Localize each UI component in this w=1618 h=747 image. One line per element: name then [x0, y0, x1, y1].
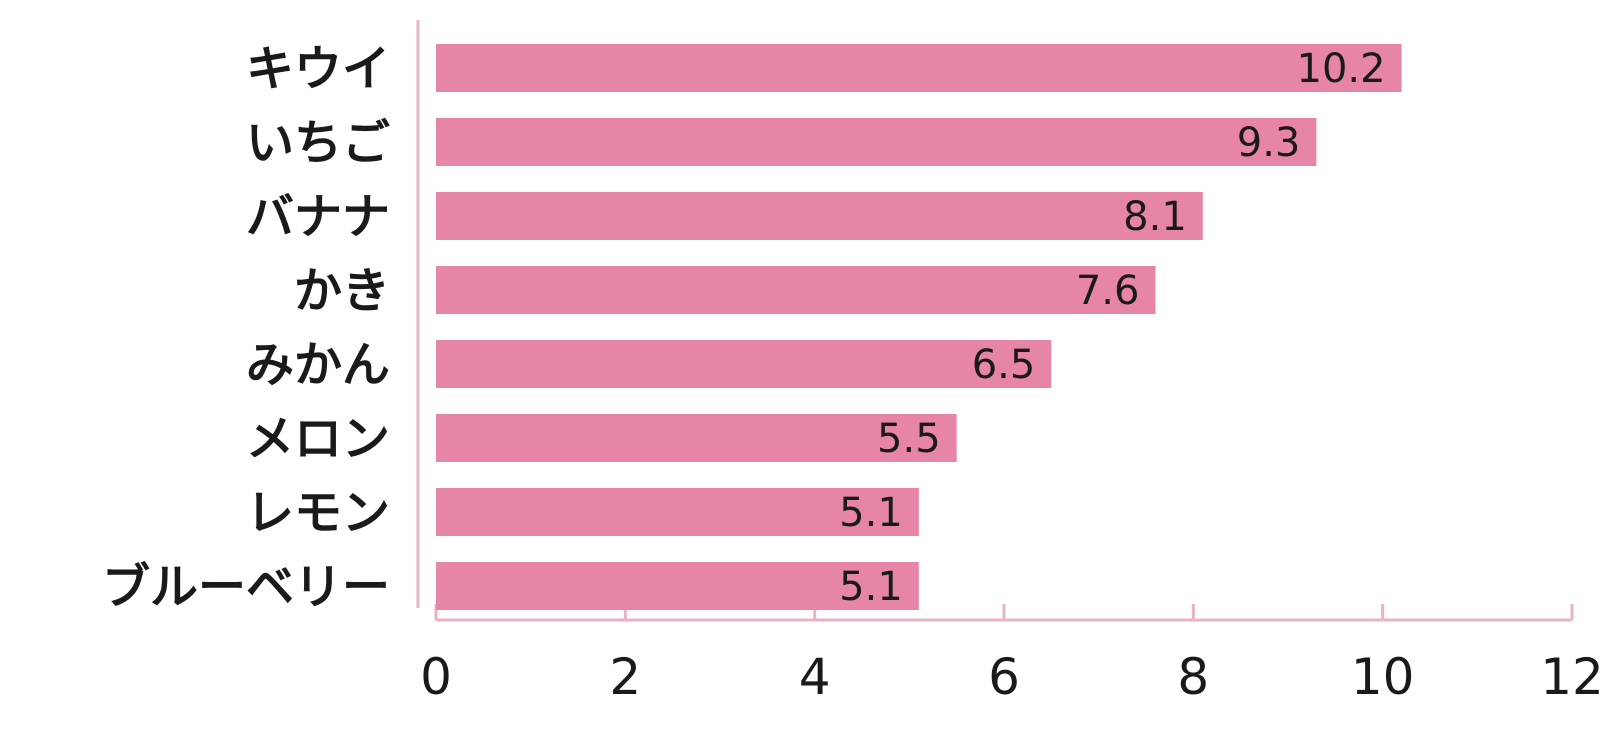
value-label-7: 5.1 — [839, 564, 903, 610]
value-label-5: 5.5 — [877, 416, 941, 462]
category-label-7: ブルーベリー — [102, 559, 390, 615]
bar-2 — [436, 192, 1203, 240]
category-label-1: いちご — [246, 115, 390, 171]
value-label-2: 8.1 — [1123, 194, 1187, 240]
bar-6 — [436, 488, 919, 536]
x-tick-label-4: 8 — [1177, 648, 1209, 706]
x-tick-label-3: 6 — [988, 648, 1020, 706]
bar-0 — [436, 44, 1402, 92]
value-label-3: 7.6 — [1076, 268, 1140, 314]
x-tick-label-0: 0 — [420, 648, 452, 706]
x-tick-label-5: 10 — [1351, 648, 1415, 706]
category-label-0: キウイ — [246, 41, 390, 97]
value-label-0: 10.2 — [1297, 46, 1386, 92]
category-label-5: メロン — [246, 411, 390, 467]
bar-4 — [436, 340, 1052, 388]
x-tick-label-6: 12 — [1540, 648, 1604, 706]
bar-1 — [436, 118, 1317, 166]
value-label-1: 9.3 — [1237, 120, 1301, 166]
x-tick-label-1: 2 — [609, 648, 641, 706]
value-label-6: 5.1 — [839, 490, 903, 536]
category-label-4: みかん — [246, 337, 390, 393]
bar-7 — [436, 562, 919, 610]
category-label-2: バナナ — [246, 189, 390, 245]
category-label-3: かき — [294, 263, 390, 319]
bar-5 — [436, 414, 957, 462]
value-label-4: 6.5 — [972, 342, 1036, 388]
x-tick-label-2: 4 — [799, 648, 831, 706]
category-label-6: レモン — [246, 485, 390, 541]
bar-3 — [436, 266, 1156, 314]
